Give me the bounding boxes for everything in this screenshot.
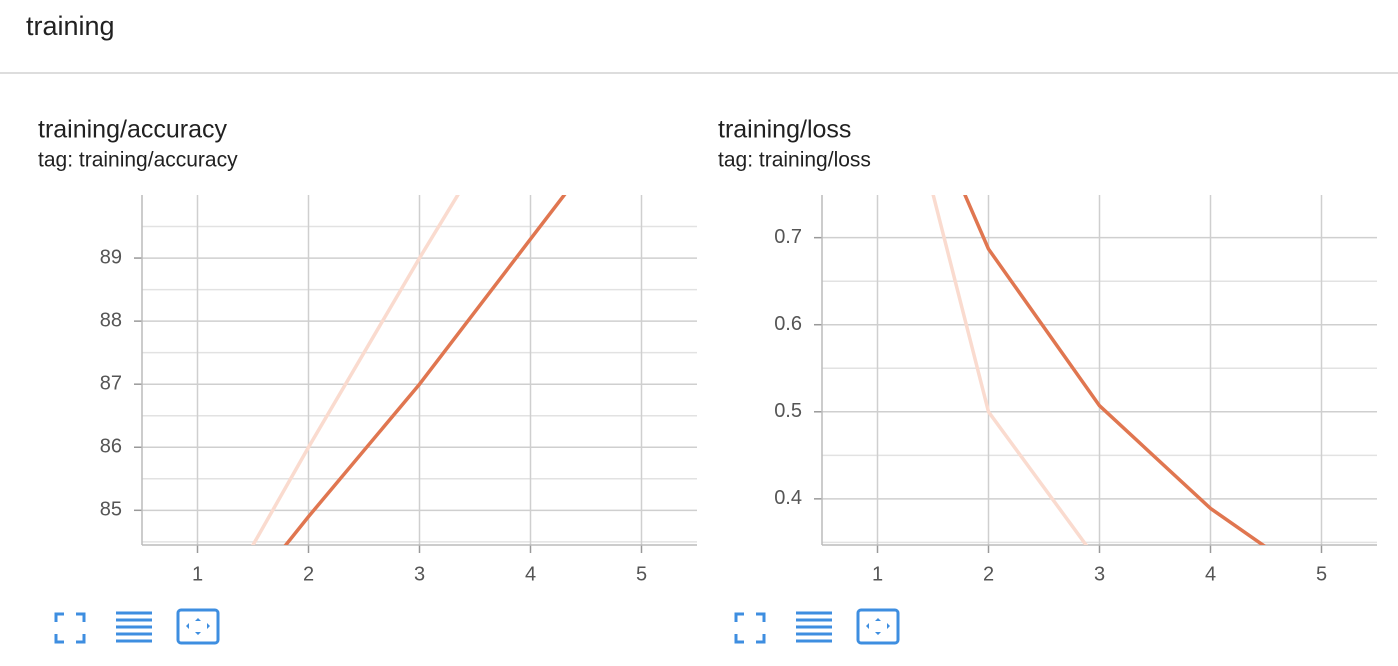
series-line [283,195,567,545]
x-tick-label: 5 [1316,563,1327,585]
y-tick-label: 88 [100,309,122,331]
chart-subtitle: tag: training/loss [718,149,871,172]
series-line [963,195,1266,545]
fullscreen-button[interactable] [54,612,86,644]
plot-area [931,195,1266,545]
log-scale-button[interactable] [116,611,152,643]
fit-domain-button[interactable] [856,608,900,645]
y-tick-label: 89 [100,246,122,268]
header-title: training [26,11,115,41]
x-tick-label: 2 [983,563,994,585]
y-tick-label: 85 [100,499,122,521]
x-tick-label: 1 [872,563,883,585]
x-tick-label: 3 [1094,563,1105,585]
series-line [931,195,1089,545]
x-tick-label: 1 [192,563,203,585]
x-tick-label: 2 [303,563,314,585]
y-tick-label: 0.4 [774,487,802,509]
x-tick-label: 3 [414,563,425,585]
x-tick-label: 4 [1205,563,1216,585]
y-tick-label: 87 [100,372,122,394]
y-tick-label: 0.6 [774,313,802,335]
fit-domain-button[interactable] [176,608,220,645]
chart-title: training/accuracy [38,116,227,144]
y-tick-label: 0.7 [774,226,802,248]
y-tick-label: 0.5 [774,400,802,422]
log-scale-button[interactable] [796,611,832,643]
x-tick-label: 5 [636,563,647,585]
chart-subtitle: tag: training/accuracy [38,149,238,172]
fullscreen-button[interactable] [734,612,766,644]
series-line [250,195,460,545]
y-tick-label: 86 [100,436,122,458]
chart-title: training/loss [718,116,851,144]
x-tick-label: 4 [525,563,536,585]
plot-area [250,195,567,545]
chart-toolbar [54,608,900,645]
